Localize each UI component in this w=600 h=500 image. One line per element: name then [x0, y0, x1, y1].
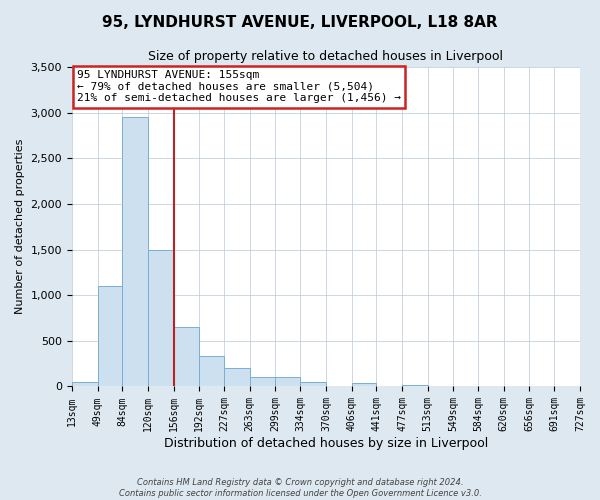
X-axis label: Distribution of detached houses by size in Liverpool: Distribution of detached houses by size …: [164, 437, 488, 450]
Bar: [173, 327, 199, 386]
Bar: [250, 378, 275, 386]
Bar: [352, 384, 376, 386]
Title: Size of property relative to detached houses in Liverpool: Size of property relative to detached ho…: [148, 50, 503, 63]
Bar: [122, 117, 148, 386]
Bar: [199, 356, 224, 386]
Text: Contains HM Land Registry data © Crown copyright and database right 2024.
Contai: Contains HM Land Registry data © Crown c…: [119, 478, 481, 498]
Bar: [98, 286, 122, 386]
Bar: [148, 250, 173, 386]
Y-axis label: Number of detached properties: Number of detached properties: [15, 139, 25, 314]
Text: 95 LYNDHURST AVENUE: 155sqm
← 79% of detached houses are smaller (5,504)
21% of : 95 LYNDHURST AVENUE: 155sqm ← 79% of det…: [77, 70, 401, 103]
Bar: [224, 368, 250, 386]
Text: 95, LYNDHURST AVENUE, LIVERPOOL, L18 8AR: 95, LYNDHURST AVENUE, LIVERPOOL, L18 8AR: [102, 15, 498, 30]
Bar: [402, 384, 428, 386]
Bar: [72, 382, 98, 386]
Bar: [275, 378, 301, 386]
Bar: [301, 382, 326, 386]
